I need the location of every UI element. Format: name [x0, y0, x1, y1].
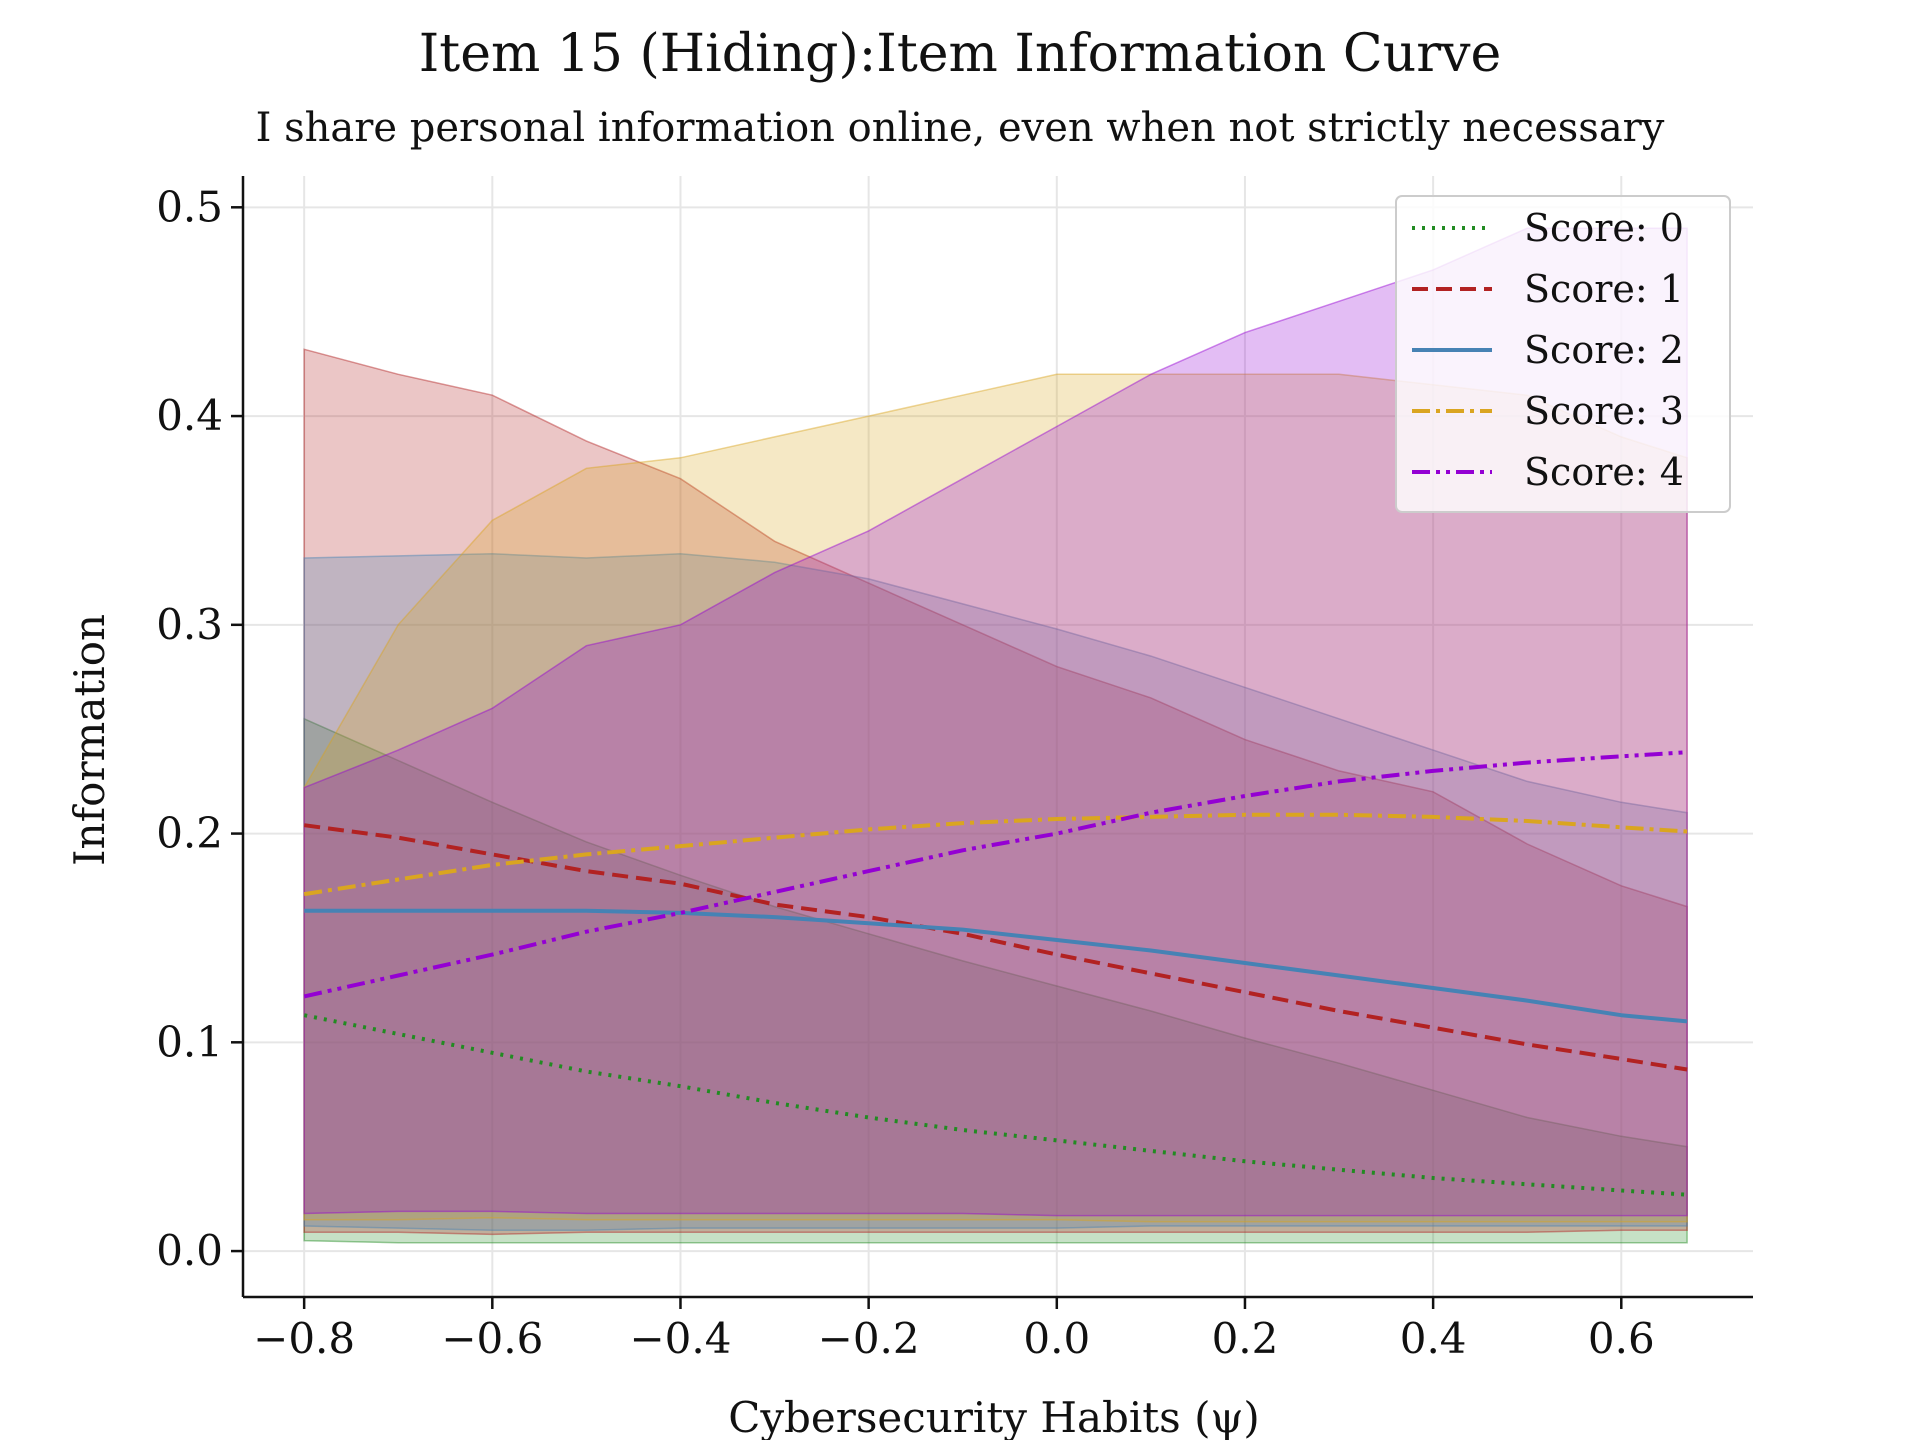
legend-box — [1395, 195, 1731, 513]
legend-label: Score: 2 — [1524, 328, 1684, 372]
series-line — [304, 908, 1688, 1024]
y-tick-label: 0.4 — [156, 391, 223, 440]
legend-label: Score: 3 — [1524, 389, 1684, 433]
axes — [231, 176, 1753, 1309]
series-line — [303, 750, 1688, 999]
legend-label: Score: 0 — [1524, 206, 1684, 250]
confidence-band — [303, 227, 1688, 1217]
confidence-band — [303, 373, 1688, 1223]
x-tick-label: 0.4 — [1400, 1314, 1467, 1363]
series-lines — [303, 750, 1688, 1197]
x-axis-label: Cybersecurity Habits (ψ) — [728, 1393, 1260, 1440]
series-line — [303, 812, 1688, 897]
x-tick-label: 0.0 — [1023, 1314, 1090, 1363]
legend-label: Score: 1 — [1524, 267, 1684, 311]
legend: Score: 0 Score: 1 Score: 2 Score: 3 Score: 4 — [1395, 195, 1731, 513]
chart-subtitle: I share personal information online, eve… — [255, 105, 1665, 151]
legend-label: Score: 4 — [1524, 450, 1684, 494]
chart-title: Item 15 (Hiding):Item Information Curve — [418, 24, 1502, 84]
y-tick-label: 0.5 — [156, 182, 223, 231]
y-tick-label: 0.3 — [156, 600, 223, 649]
confidence-band — [303, 348, 1688, 1236]
grid-lines — [243, 176, 1753, 1297]
x-tick-label: −0.4 — [629, 1314, 731, 1363]
confidence-bands — [303, 227, 1688, 1244]
confidence-band — [303, 717, 1688, 1244]
x-tick-label: 0.6 — [1588, 1314, 1655, 1363]
y-axis-label: Information — [65, 614, 114, 866]
y-tick-label: 0.1 — [156, 1017, 223, 1066]
y-tick-label: 0.0 — [156, 1226, 223, 1275]
x-tick-label: −0.2 — [818, 1314, 920, 1363]
x-tick-label: 0.2 — [1212, 1314, 1279, 1363]
x-tick-label: −0.6 — [441, 1314, 543, 1363]
confidence-band — [303, 553, 1688, 1231]
x-tick-label: −0.8 — [253, 1314, 355, 1363]
tick-labels: −0.8 −0.6 −0.4 −0.2 0.0 0.2 0.4 0.6 0.0 0.1 0.2 0.3… — [156, 182, 1654, 1363]
y-tick-label: 0.2 — [156, 809, 223, 858]
